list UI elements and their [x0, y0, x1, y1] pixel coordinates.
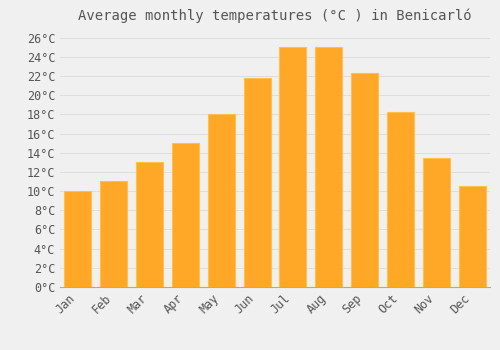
Bar	[280, 47, 306, 287]
Bar	[423, 158, 450, 287]
Bar	[387, 112, 414, 287]
Bar	[458, 186, 485, 287]
Title: Average monthly temperatures (°C ) in Benicarló: Average monthly temperatures (°C ) in Be…	[78, 8, 472, 23]
Bar	[316, 47, 342, 287]
Bar	[351, 73, 378, 287]
Bar	[244, 78, 270, 287]
Bar	[208, 114, 234, 287]
Bar	[100, 182, 127, 287]
Bar	[136, 162, 163, 287]
Bar	[64, 191, 92, 287]
Bar	[172, 143, 199, 287]
